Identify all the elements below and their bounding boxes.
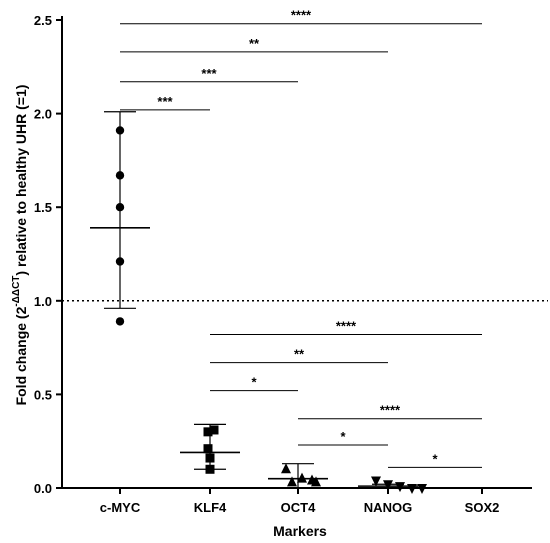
data-point	[115, 126, 125, 135]
x-tick-label: NANOG	[364, 500, 412, 515]
data-point	[115, 257, 125, 266]
significance-label: ***	[157, 94, 173, 109]
data-point	[371, 476, 381, 487]
x-tick-label: SOX2	[465, 500, 500, 515]
data-point	[281, 463, 291, 474]
x-tick-label: c-MYC	[100, 500, 141, 515]
data-point	[311, 476, 321, 487]
data-point	[297, 472, 307, 483]
y-tick-label: 2.0	[34, 107, 52, 122]
x-axis-label: Markers	[273, 523, 327, 539]
data-point	[203, 427, 213, 437]
group-klf4	[180, 423, 240, 474]
y-tick-label: 0.0	[34, 481, 52, 496]
y-axis-label-sup: -ΔΔCT	[11, 276, 22, 307]
y-axis-label: Fold change (2-ΔΔCT) relative to healthy…	[11, 85, 29, 406]
significance-label: **	[294, 347, 305, 362]
significance-label: *	[432, 451, 438, 466]
significance-brackets: *************************	[120, 8, 482, 468]
y-tick-label: 1.5	[34, 200, 52, 215]
data-point	[209, 425, 219, 435]
x-tick-label: KLF4	[194, 500, 227, 515]
data-point	[287, 476, 297, 487]
group-nanog	[358, 476, 427, 494]
data-point	[115, 203, 125, 212]
y-tick-label: 2.5	[34, 13, 52, 28]
data-point	[115, 171, 125, 180]
significance-label: *	[340, 429, 346, 444]
y-axis-label-suffix: ) relative to healthy UHR (=1)	[13, 85, 29, 276]
group-oct4	[268, 463, 328, 489]
data-point	[383, 480, 393, 491]
y-axis-label-prefix: Fold change (2	[13, 306, 29, 405]
x-tick-label: OCT4	[281, 500, 316, 515]
data-point	[203, 444, 213, 454]
axes: 0.0 0.5 1.0 1.5 2.0 2.5 c-MYC KLF4 OCT4 NANOG SOX2	[34, 13, 532, 515]
significance-label: ****	[291, 8, 312, 23]
data-point	[205, 464, 215, 474]
y-tick-label: 0.5	[34, 387, 52, 402]
data-point	[115, 317, 125, 326]
significance-label: *	[251, 375, 257, 390]
data-point	[205, 453, 215, 463]
data-point	[407, 484, 417, 494]
significance-label: ***	[201, 66, 217, 81]
group-c-myc	[90, 111, 150, 326]
significance-label: ****	[336, 318, 357, 333]
significance-label: ****	[380, 403, 401, 418]
significance-label: **	[249, 36, 260, 51]
y-tick-label: 1.0	[34, 294, 52, 309]
data-point	[417, 484, 427, 494]
data-point	[395, 482, 405, 493]
data-groups	[90, 111, 427, 494]
